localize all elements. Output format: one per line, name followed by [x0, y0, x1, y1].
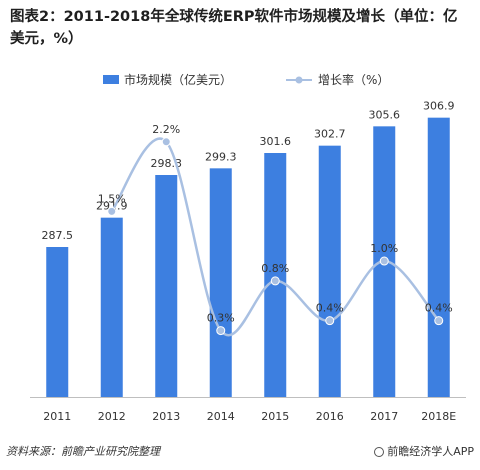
growth-label-2017: 1.0% — [370, 242, 398, 255]
growth-label-2018E: 0.4% — [425, 302, 453, 315]
x-tick-2012: 2012 — [98, 410, 126, 423]
bar-2018E — [427, 117, 450, 398]
line-group: 1.5% 2.2% 0.3% 0.8% 0.4% 1.0% 0.4% — [98, 123, 453, 337]
x-axis: 2011 2012 2013 2014 2015 2016 2017 2018E — [30, 397, 466, 423]
legend-label-bar: 市场规模（亿美元） — [124, 72, 232, 87]
growth-point-2014 — [216, 326, 226, 336]
x-tick-2018E: 2018E — [421, 410, 456, 423]
bar-2011 — [46, 247, 69, 397]
x-tick-2011: 2011 — [43, 410, 71, 423]
bar-label-2016: 302.7 — [314, 128, 346, 141]
bar-2015 — [264, 153, 287, 397]
growth-point-2015 — [270, 276, 280, 286]
x-tick-2016: 2016 — [316, 410, 344, 423]
growth-label-2015: 0.8% — [261, 262, 289, 275]
legend-swatch-bar — [103, 75, 119, 84]
growth-label-2014: 0.3% — [207, 312, 235, 325]
x-tick-2014: 2014 — [207, 410, 235, 423]
brand: 前瞻经济学人APP — [374, 443, 474, 459]
growth-point-2013 — [161, 137, 171, 147]
bar-2013 — [155, 175, 178, 397]
bar-label-2014: 299.3 — [205, 150, 237, 163]
growth-point-2018E — [434, 316, 444, 326]
growth-point-2017 — [379, 256, 389, 266]
bar-label-2018E: 306.9 — [423, 100, 455, 113]
growth-label-2012: 1.5% — [98, 192, 126, 205]
bar-2016 — [318, 145, 341, 397]
bar-2012 — [100, 217, 123, 397]
footer: 资料来源：前瞻产业研究院整理 前瞻经济学人APP — [6, 443, 474, 463]
legend: 市场规模（亿美元） 增长率（%） — [103, 72, 389, 87]
growth-label-2016: 0.4% — [316, 302, 344, 315]
source-note: 资料来源：前瞻产业研究院整理 — [6, 445, 160, 458]
legend-label-line: 增长率（%） — [318, 72, 389, 87]
x-tick-2017: 2017 — [370, 410, 398, 423]
x-tick-2013: 2013 — [152, 410, 180, 423]
x-tick-2015: 2015 — [261, 410, 289, 423]
bar-label-2011: 287.5 — [42, 229, 74, 242]
chart-title: 图表2：2011-2018年全球传统ERP软件市场规模及增长（单位：亿美元，%） — [10, 9, 458, 47]
bar-label-2015: 301.6 — [260, 135, 292, 148]
brand-label: 前瞻经济学人APP — [387, 445, 474, 458]
growth-point-2012 — [107, 206, 117, 216]
brand-logo-icon — [374, 447, 385, 457]
growth-label-2013: 2.2% — [152, 123, 180, 136]
bar-label-2017: 305.6 — [369, 108, 401, 121]
bar-label-2012: 291.9 — [96, 200, 128, 213]
bar-2014 — [209, 168, 232, 397]
legend-marker-line — [295, 76, 303, 84]
growth-point-2016 — [325, 316, 335, 326]
